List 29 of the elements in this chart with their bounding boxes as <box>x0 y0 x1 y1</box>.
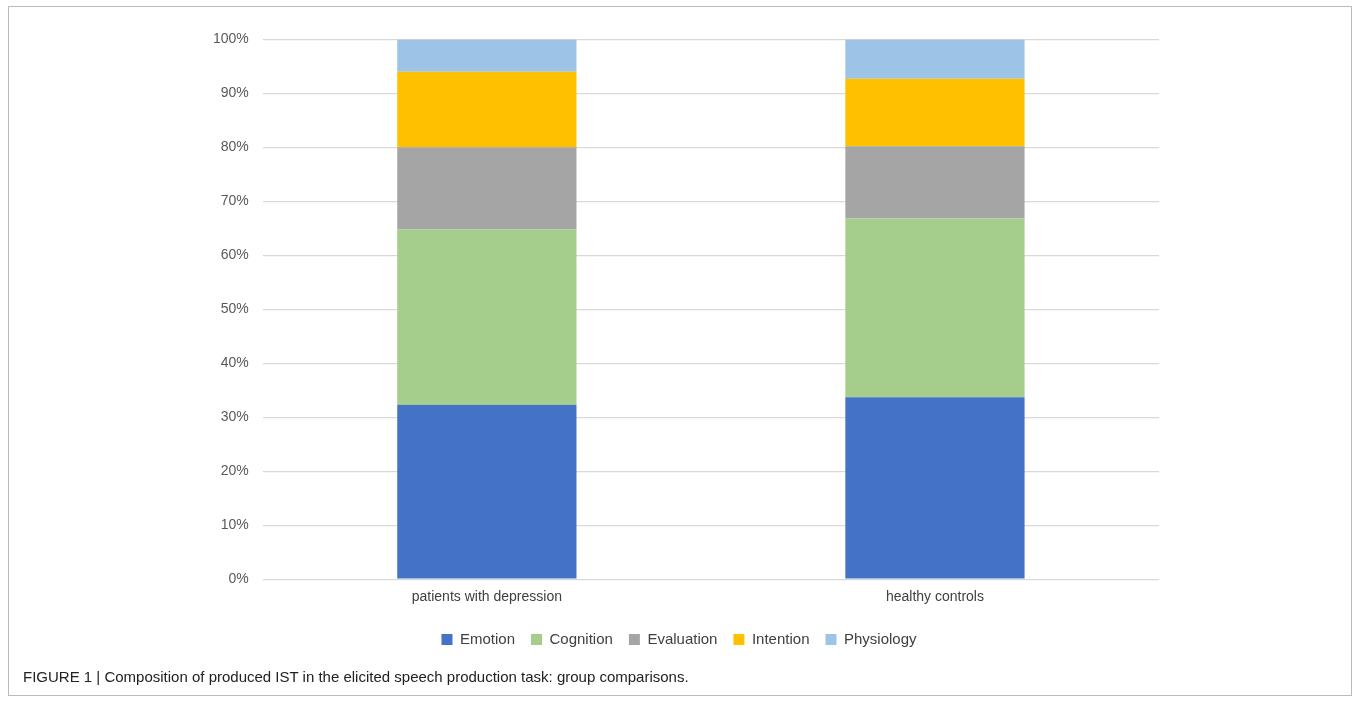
bar <box>397 39 577 72</box>
y-tick-label: 0% <box>228 570 249 587</box>
bar <box>397 229 577 405</box>
y-tick-label: 50% <box>220 300 249 317</box>
bar <box>845 146 1025 219</box>
y-tick-label: 70% <box>220 192 249 209</box>
legend-label: Evaluation <box>647 629 718 647</box>
legend-label: Physiology <box>843 629 918 647</box>
y-tick-label: 100% <box>212 30 249 47</box>
y-tick-label: 30% <box>220 408 249 425</box>
y-tick-label: 10% <box>220 516 249 533</box>
y-tick-label: 20% <box>220 462 249 479</box>
bar <box>397 147 577 230</box>
y-tick-label: 80% <box>220 138 249 155</box>
y-tick-label: 40% <box>220 354 249 371</box>
bar <box>845 218 1025 398</box>
bar <box>845 78 1025 147</box>
bar <box>845 39 1025 79</box>
caption: FIGURE 1 | Composition of produced IST in the elicited speech production task: group comparisons. <box>23 668 689 685</box>
x-tick-label: healthy controls <box>885 588 984 605</box>
bar <box>397 404 577 579</box>
y-tick-label: 60% <box>220 246 249 263</box>
bar <box>397 71 577 148</box>
legend-label: Cognition <box>549 629 613 647</box>
legend-label: Emotion <box>459 629 516 647</box>
x-tick-label: patients with depression <box>411 588 562 605</box>
y-tick-label: 90% <box>220 84 249 101</box>
bar <box>845 397 1025 579</box>
legend-label: Intention <box>751 629 810 647</box>
